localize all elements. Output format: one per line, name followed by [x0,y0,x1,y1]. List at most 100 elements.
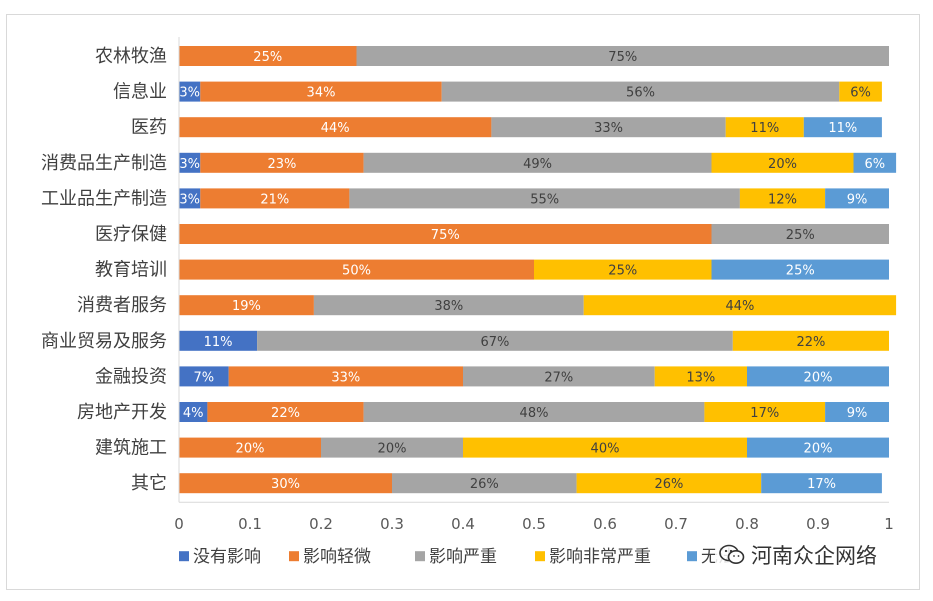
x-tick-label: 0 [174,515,184,533]
data-label: 33% [331,370,360,385]
data-label: 30% [271,477,300,492]
bar-segment [179,437,321,458]
x-tick-label: 0.9 [806,515,830,533]
bar-segment [576,473,762,494]
data-label: 20% [804,370,833,385]
bar-segment [583,295,897,316]
bar-segment [200,81,442,102]
data-label: 22% [796,335,825,350]
bar-segment [747,366,889,387]
legend-swatch [687,551,697,562]
bar-segment [179,330,258,351]
data-label: 75% [608,50,637,65]
legend-label: 没有影响 [193,547,261,567]
category-label: 工业品生产制造 [41,188,167,209]
data-label: 55% [530,192,559,207]
category-label: 信息业 [113,82,167,103]
category-label: 医药 [131,117,167,138]
watermark-text: 河南众企网络 [751,544,877,568]
data-label: 40% [591,442,620,457]
data-label: 33% [594,121,623,136]
stacked-bar-chart: 25% 75% 3% 34% 56% 6% 44% 33% 11% 11% 3% 23% 49% 20% 6… [41,37,897,567]
data-label: 11% [828,121,857,136]
data-label: 34% [307,86,336,101]
data-label: 25% [253,50,282,65]
data-label: 12% [768,192,797,207]
bar-segment [321,437,463,458]
data-label: 17% [750,406,779,421]
data-label: 3% [179,157,200,172]
category-label: 房地产开发 [77,402,167,423]
bar-segment [534,259,712,280]
bars-layer: 25% 75% 3% 34% 56% 6% 44% 33% 11% 11% 3% 23% 49% 20% 6… [179,46,897,494]
bar-segment [179,295,314,316]
bar-segment [356,46,889,66]
legend-swatch [535,551,545,562]
data-label: 26% [470,477,499,492]
wechat-icon [719,544,745,564]
category-label: 建筑施工 [95,438,167,459]
bar-segment [463,366,655,387]
bar-segment [725,117,804,138]
data-label: 21% [260,192,289,207]
data-label: 75% [431,228,460,243]
bar-segment [179,152,201,173]
data-label: 3% [179,86,200,101]
data-label: 4% [183,406,204,421]
category-label: 消费品生产制造 [41,153,167,174]
data-label: 7% [194,370,215,385]
bar-segment [739,188,826,209]
bar-segment [207,402,364,422]
bar-segment [853,152,897,173]
data-label: 19% [232,299,261,314]
chart-frame: 25% 75% 3% 34% 56% 6% 44% 33% 11% 11% 3% 23% 49% 20% 6… [6,14,920,590]
bar-segment [441,81,840,102]
bar-segment [654,366,747,387]
bar-segment [363,152,712,173]
data-label: 50% [342,264,371,279]
bar-segment [491,117,726,138]
bar-segment [257,330,733,351]
data-label: 20% [768,157,797,172]
data-label: 56% [626,86,655,101]
legend-swatch [289,551,299,562]
legend-swatch [415,551,425,562]
bar-segment [747,437,889,458]
bar-segment [179,473,392,494]
legend-label: 影响轻微 [303,547,371,567]
x-tick-label: 0.7 [664,515,688,533]
data-label: 13% [686,370,715,385]
bar-segment [179,224,712,244]
bar-segment [228,366,463,387]
data-label: 11% [204,335,233,350]
data-label: 38% [434,299,463,314]
x-tick-label: 0.1 [238,515,262,533]
data-label: 22% [271,406,300,421]
bar-segment [179,81,201,102]
bar-segment [313,295,584,316]
bar-segment [711,224,889,244]
legend-label: 影响严重 [429,547,497,567]
x-tick-label: 1 [884,515,894,533]
data-label: 25% [786,228,815,243]
data-label: 44% [321,121,350,136]
data-label: 48% [520,406,549,421]
data-label: 9% [847,406,868,421]
category-label: 其它 [131,473,167,494]
bar-segment [179,259,534,280]
data-label: 26% [654,477,683,492]
data-label: 20% [236,442,265,457]
x-tick-label: 0.6 [593,515,617,533]
bar-segment [179,402,208,422]
x-tick-label: 0.4 [451,515,475,533]
data-label: 27% [544,370,573,385]
bar-segment [179,117,492,138]
data-label: 25% [786,264,815,279]
legend-label: 影响非常严重 [549,547,651,567]
category-label: 商业贸易及服务 [41,331,167,352]
data-label: 23% [267,157,296,172]
bar-segment [363,402,705,422]
data-label: 44% [725,299,754,314]
bar-segment [803,117,882,138]
data-label: 49% [523,157,552,172]
